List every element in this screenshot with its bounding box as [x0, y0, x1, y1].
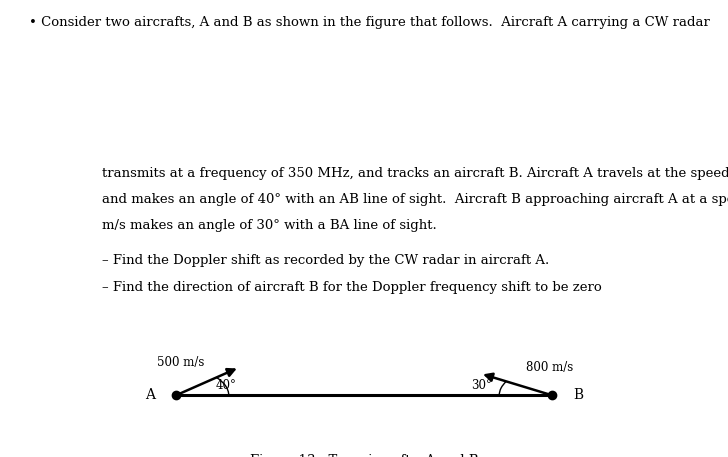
Text: 500 m/s: 500 m/s [157, 356, 204, 369]
Text: 30°: 30° [471, 379, 492, 392]
Text: m/s makes an angle of 30° with a BA line of sight.: m/s makes an angle of 30° with a BA line… [102, 219, 437, 232]
Text: • Consider two aircrafts, A and B as shown in the figure that follows.  Aircraft: • Consider two aircrafts, A and B as sho… [29, 16, 710, 29]
Text: B: B [573, 388, 583, 402]
Text: 800 m/s: 800 m/s [526, 361, 574, 374]
Text: A: A [145, 388, 155, 402]
Text: and makes an angle of 40° with an AB line of sight.  Aircraft B approaching airc: and makes an angle of 40° with an AB lin… [102, 193, 728, 206]
Text: – Find the direction of aircraft B for the Doppler frequency shift to be zero: – Find the direction of aircraft B for t… [102, 281, 601, 294]
Text: Figure 13:  Two aircrafts, A and B: Figure 13: Two aircrafts, A and B [250, 453, 478, 457]
Text: 40°: 40° [215, 379, 237, 392]
Text: transmits at a frequency of 350 MHz, and tracks an aircraft B. Aircraft A travel: transmits at a frequency of 350 MHz, and… [102, 167, 728, 180]
Text: – Find the Doppler shift as recorded by the CW radar in aircraft A.: – Find the Doppler shift as recorded by … [102, 254, 549, 266]
